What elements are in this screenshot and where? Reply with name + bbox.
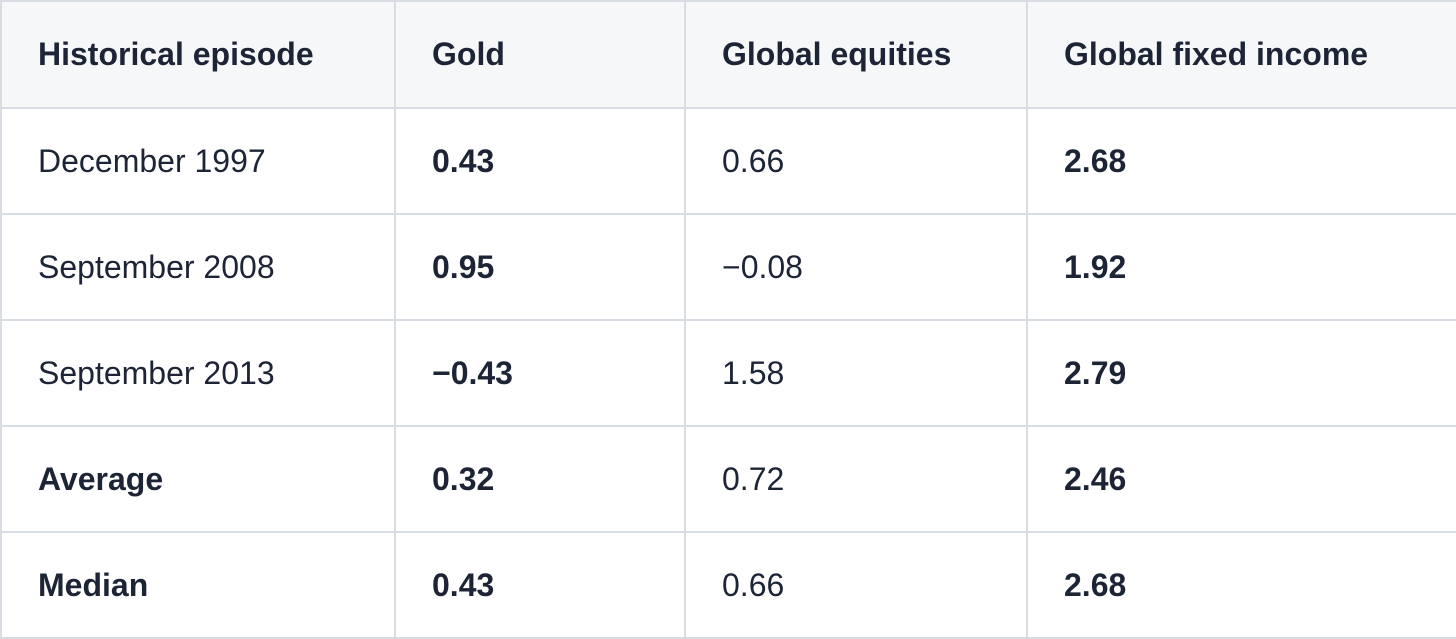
table-cell: September 2008 [0, 213, 396, 321]
table-cell: 1.58 [684, 319, 1028, 427]
table-cell: 0.32 [394, 425, 686, 533]
table-cell: 2.68 [1026, 107, 1456, 215]
table-row: September 2008 0.95 −0.08 1.92 [0, 213, 1456, 321]
table-cell: 0.43 [394, 107, 686, 215]
header-cell: Global equities [684, 0, 1028, 109]
table-row: Median 0.43 0.66 2.68 [0, 531, 1456, 639]
table-cell: 2.68 [1026, 531, 1456, 639]
table-cell: 0.95 [394, 213, 686, 321]
table-cell: Average [0, 425, 396, 533]
table-cell: 0.43 [394, 531, 686, 639]
table-cell: 0.66 [684, 107, 1028, 215]
table-cell: −0.08 [684, 213, 1028, 321]
header-row: Historical episode Gold Global equities Glo… [0, 0, 1456, 109]
table-row: December 1997 0.43 0.66 2.68 [0, 107, 1456, 215]
header-cell: Global fixed income [1026, 0, 1456, 109]
table-cell: 1.92 [1026, 213, 1456, 321]
table-cell: −0.43 [394, 319, 686, 427]
table-cell: 0.72 [684, 425, 1028, 533]
table-cell: 2.79 [1026, 319, 1456, 427]
header-cell: Gold [394, 0, 686, 109]
table-row: September 2013 −0.43 1.58 2.79 [0, 319, 1456, 427]
table-cell: Median [0, 531, 396, 639]
table-cell: December 1997 [0, 107, 396, 215]
table-cell: September 2013 [0, 319, 396, 427]
table-row: Average 0.32 0.72 2.46 [0, 425, 1456, 533]
header-cell: Historical episode [0, 0, 396, 109]
table-cell: 2.46 [1026, 425, 1456, 533]
table-cell: 0.66 [684, 531, 1028, 639]
